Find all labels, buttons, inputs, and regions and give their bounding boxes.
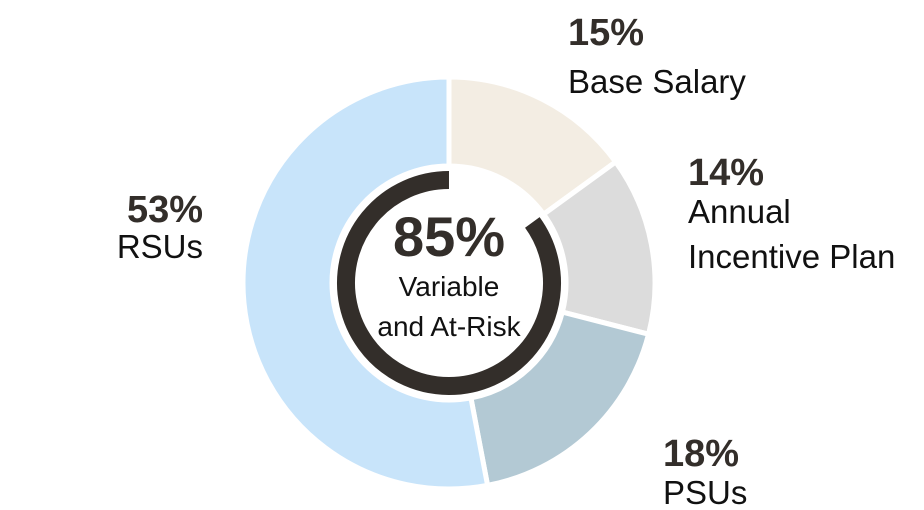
slice-category-label: RSUs [117, 228, 203, 265]
slice-psus [468, 309, 652, 489]
slices-group [240, 74, 658, 492]
slice-value-label: 14% [688, 152, 764, 194]
slice-category-label: Base Salary [568, 63, 746, 100]
labels-group: 15% Base Salary 14% Annual Incentive Pla… [117, 12, 896, 510]
slice-value-label: 53% [127, 189, 203, 231]
slice-value-label: 15% [568, 12, 644, 54]
slice-category-label: Incentive Plan [688, 238, 895, 275]
center-value-label: 85% [393, 205, 505, 268]
slice-category-label: Annual [688, 193, 791, 230]
variable-at-risk-ring [337, 171, 561, 395]
slice-value-label: 18% [663, 433, 739, 475]
slice-rsus [240, 74, 491, 492]
center-label-line: and At-Risk [377, 311, 521, 342]
slice-category-label: PSUs [663, 474, 747, 510]
center-label-line: Variable [399, 271, 500, 302]
